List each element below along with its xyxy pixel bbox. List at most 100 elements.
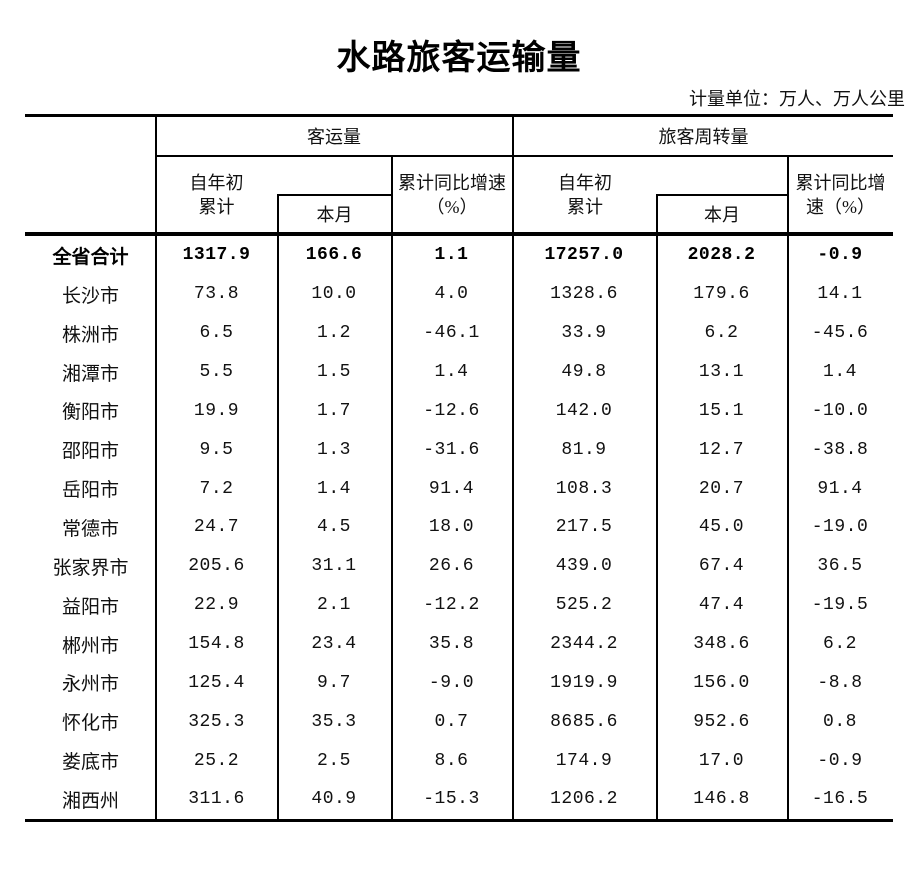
table-bottom-border: [25, 819, 893, 822]
header-ytd-cumulative-1: 自年初 累计: [156, 157, 277, 232]
cell-value: 26.6: [428, 556, 475, 577]
table-row: 娄底市 25.2 2.5 8.6 174.9 17.0 -0.9: [25, 741, 893, 780]
growth-column-divider-2: [787, 155, 789, 822]
group-header-passenger-turnover: 旅客周转量: [514, 117, 893, 155]
cell-value: 14.1: [817, 284, 863, 305]
cell-value: 1206.2: [550, 789, 618, 810]
row-label: 益阳市: [61, 596, 119, 618]
table-row: 全省合计 1317.9 166.6 1.1 17257.0 2028.2 -0.9: [25, 236, 893, 275]
header-growth-line2: （%）: [426, 196, 478, 217]
row-label: 湘西州: [61, 790, 119, 812]
month-box-top-border-1: [278, 194, 392, 196]
cell-value: 174.9: [555, 750, 613, 771]
growth-column-divider-1: [391, 155, 393, 822]
row-label: 株洲市: [61, 324, 119, 346]
cell-value: 166.6: [305, 245, 363, 266]
header-yoy-growth-2: 累计同比增 速（%）: [788, 157, 893, 232]
month-box-top-border-2: [657, 194, 788, 196]
cell-value: 15.1: [698, 400, 745, 421]
cell-value: -38.8: [811, 439, 869, 460]
cell-value: 1.5: [317, 362, 351, 382]
cell-value: -45.6: [811, 323, 869, 344]
header-current-month-label: 本月: [316, 205, 353, 225]
cell-value: 142.0: [555, 400, 613, 421]
cell-value: 2028.2: [687, 245, 756, 266]
table-row: 岳阳市 7.2 1.4 91.4 108.3 20.7 91.4: [25, 469, 893, 508]
cell-value: 91.4: [817, 478, 863, 499]
cell-value: 73.8: [193, 284, 240, 305]
row-label: 岳阳市: [61, 480, 119, 502]
header-current-month-label: 本月: [704, 205, 740, 225]
cell-value: 17.0: [698, 750, 745, 771]
row-label: 全省合计: [52, 246, 129, 268]
cell-value: -10.0: [811, 400, 869, 421]
cell-value: 20.7: [698, 478, 745, 499]
cell-value: 525.2: [555, 595, 613, 616]
cell-value: 13.1: [698, 362, 745, 382]
cell-value: 35.3: [311, 711, 357, 732]
cell-value: 49.8: [561, 362, 607, 382]
cell-value: 33.9: [561, 323, 607, 344]
cell-value: 1919.9: [550, 672, 618, 693]
cell-value: 91.4: [428, 478, 475, 499]
cell-value: 179.6: [693, 284, 750, 305]
table-row: 邵阳市 9.5 1.3 -31.6 81.9 12.7 -38.8: [25, 430, 893, 469]
cell-value: 6.2: [704, 323, 739, 344]
table-top-border: [25, 114, 893, 117]
header-ytd-line2: 累计: [567, 196, 603, 217]
cell-value: 311.6: [188, 789, 245, 810]
cell-value: 10.0: [311, 284, 357, 305]
table-row: 张家界市 205.6 31.1 26.6 439.0 67.4 36.5: [25, 547, 893, 586]
cell-value: -16.5: [811, 789, 869, 810]
table-row: 怀化市 325.3 35.3 0.7 8685.6 952.6 0.8: [25, 702, 893, 741]
cell-value: -12.6: [423, 400, 480, 421]
cell-value: 8685.6: [550, 711, 618, 732]
cell-value: 146.8: [693, 789, 750, 810]
row-label: 永州市: [61, 674, 119, 696]
cell-value: 108.3: [555, 478, 613, 499]
cell-value: 1.1: [434, 245, 469, 266]
cell-value: 1.2: [317, 323, 351, 344]
cell-value: 17257.0: [544, 245, 624, 266]
header-growth-line1: 累计同比增: [795, 172, 886, 193]
cell-value: 45.0: [698, 517, 745, 538]
table-body: 全省合计 1317.9 166.6 1.1 17257.0 2028.2 -0.9 长沙市 73…: [25, 236, 893, 819]
header-current-month-1: 本月: [278, 196, 391, 232]
cell-value: 2.1: [317, 595, 351, 616]
header-ytd-line1: 自年初: [558, 172, 612, 193]
cell-value: 1.7: [317, 400, 351, 421]
cell-value: 35.8: [428, 634, 475, 655]
group-header-divider: [156, 155, 893, 157]
cell-value: 1.4: [823, 362, 857, 382]
cell-value: 0.8: [823, 711, 857, 732]
table-row: 衡阳市 19.9 1.7 -12.6 142.0 15.1 -10.0: [25, 391, 893, 430]
cell-value: 5.5: [199, 362, 234, 382]
unit-note: 计量单位：万人、万人公里: [689, 89, 905, 109]
cell-value: 12.7: [698, 439, 745, 460]
cell-value: 8.6: [434, 750, 469, 771]
cell-value: 67.4: [698, 556, 745, 577]
label-column-divider: [155, 114, 157, 822]
cell-value: 25.2: [193, 750, 240, 771]
cell-value: 23.4: [311, 634, 357, 655]
cell-value: 1317.9: [182, 245, 251, 266]
group-header-passenger-volume: 客运量: [156, 117, 512, 155]
header-growth-line2: 速（%）: [806, 196, 875, 217]
table-row: 永州市 125.4 9.7 -9.0 1919.9 156.0 -8.8: [25, 663, 893, 702]
month-column-divider-2: [656, 194, 658, 822]
cell-value: 154.8: [188, 634, 245, 655]
cell-value: 325.3: [188, 711, 245, 732]
header-growth-line1: 累计同比增速: [398, 172, 506, 193]
cell-value: 31.1: [311, 556, 357, 577]
cell-value: 9.5: [199, 439, 234, 460]
cell-value: 1.4: [317, 478, 351, 499]
table-row: 郴州市 154.8 23.4 35.8 2344.2 348.6 6.2: [25, 625, 893, 664]
group-divider: [512, 114, 514, 822]
transport-table: 客运量 旅客周转量 自年初 累计 本月 累计同比增速 （%） 自年初 累计 本月…: [25, 114, 893, 824]
cell-value: 952.6: [693, 711, 750, 732]
table-row: 常德市 24.7 4.5 18.0 217.5 45.0 -19.0: [25, 508, 893, 547]
table-row: 湘西州 311.6 40.9 -15.3 1206.2 146.8 -16.5: [25, 780, 893, 819]
row-label: 邵阳市: [61, 441, 119, 463]
row-label: 张家界市: [52, 557, 129, 579]
cell-value: 348.6: [693, 634, 750, 655]
